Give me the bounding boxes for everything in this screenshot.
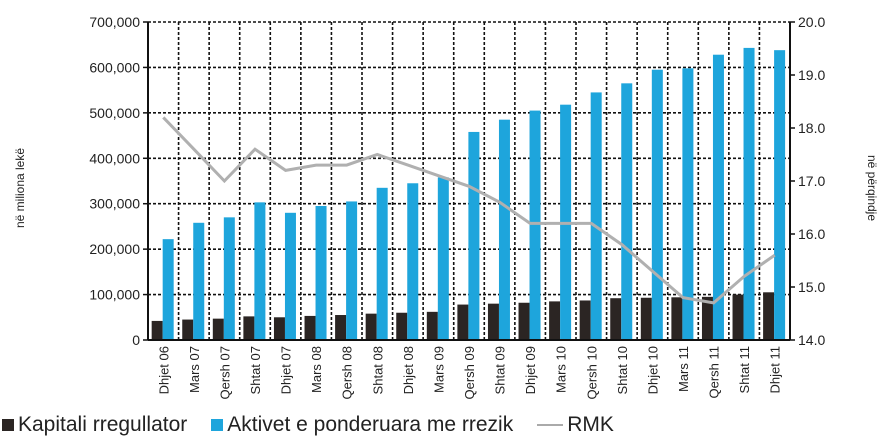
x-tick-label: Qersh 08: [340, 346, 355, 399]
x-tick-label: Mars 10: [554, 346, 569, 393]
y2-tick-label: 16.0: [798, 226, 825, 242]
legend-item-kapitali: Kapitali rregullator: [2, 413, 187, 437]
x-tick-label: Shtat 11: [737, 346, 752, 393]
y-axis-label: në miliona lekë: [13, 148, 27, 228]
bar-kapitali: [426, 311, 438, 340]
bar-kapitali: [610, 298, 622, 340]
bar-aktivet: [498, 119, 510, 341]
legend: Kapitali rregullator Aktivet e ponderuar…: [0, 410, 886, 440]
legend-label-rmk: RMK: [567, 413, 614, 436]
x-tick-label: Qersh 10: [584, 346, 599, 399]
legend-swatch-aktivet: [211, 419, 224, 431]
bar-kapitali: [335, 315, 347, 340]
bar-kapitali: [549, 301, 561, 340]
bar-kapitali: [151, 320, 163, 340]
chart-svg: në miliona lekë në përqindje 0 100,000 200…: [13, 14, 879, 399]
bar-kapitali: [640, 297, 652, 340]
bar-aktivet: [162, 239, 174, 340]
y-tick-label: 200,000: [89, 241, 140, 257]
bar-aktivet: [315, 205, 327, 340]
bar-aktivet: [590, 92, 602, 341]
bar-aktivet: [651, 69, 663, 340]
x-tick-label: Shtat 09: [493, 346, 508, 394]
bar-kapitali: [701, 296, 713, 340]
x-tick-label: Dhjet 08: [401, 346, 416, 394]
bar-aktivet: [529, 110, 541, 340]
bar-kapitali: [671, 297, 683, 340]
y-tick-label: 100,000: [89, 287, 140, 303]
bar-aktivet: [621, 83, 633, 340]
bar-kapitali: [763, 292, 775, 340]
x-tick-label: Dhjet 10: [645, 346, 660, 394]
bar-aktivet: [774, 50, 786, 341]
y-tick-label: 600,000: [89, 59, 140, 75]
bar-kapitali: [212, 318, 224, 340]
bar-aktivet: [254, 202, 266, 340]
x-tick-label: Mars 07: [187, 346, 202, 393]
y-tick-label: 300,000: [89, 196, 140, 212]
line-rmk: [162, 116, 776, 305]
bar-aktivet: [743, 47, 755, 340]
x-tick-label: Shtat 07: [248, 346, 263, 394]
bar-aktivet: [193, 222, 205, 340]
bar-aktivet: [407, 183, 419, 340]
bar-aktivet: [712, 54, 724, 341]
bar-kapitali: [273, 317, 285, 340]
legend-item-aktivet: Aktivet e ponderuara me rrezik: [211, 413, 513, 437]
y-tick-label: 0: [132, 332, 140, 348]
x-tick-label: Qersh 07: [217, 346, 232, 399]
bar-aktivet: [468, 131, 480, 340]
y-tick-label: 700,000: [89, 14, 140, 30]
y2-tick-label: 14.0: [798, 332, 825, 348]
legend-swatch-kapitali: [2, 419, 14, 431]
bar-kapitali: [732, 294, 744, 340]
legend-item-rmk: RMK: [537, 413, 614, 437]
bar-kapitali: [365, 313, 377, 340]
x-tick-label: Dhjet 09: [523, 346, 538, 394]
bar-kapitali: [457, 304, 469, 340]
x-tick-label: Mars 08: [309, 346, 324, 393]
legend-label-kapitali: Kapitali rregullator: [18, 413, 188, 436]
bar-aktivet: [376, 187, 388, 340]
legend-line-rmk: [537, 424, 564, 426]
x-tick-label: Dhjet 11: [768, 346, 783, 393]
bar-kapitali: [579, 300, 591, 340]
y-tick-label: 500,000: [89, 105, 140, 121]
bar-aktivet: [346, 201, 358, 340]
bar-kapitali: [518, 302, 530, 340]
x-tick-label: Dhjet 06: [156, 346, 171, 394]
x-tick-label: Qersh 09: [462, 346, 477, 399]
bar-kapitali: [487, 303, 499, 340]
bar-aktivet: [223, 217, 235, 340]
x-tick-label: Mars 11: [676, 346, 691, 392]
x-tick-label: Shtat 08: [370, 346, 385, 394]
y2-tick-label: 18.0: [798, 120, 825, 136]
x-tick-label: Dhjet 07: [279, 346, 294, 394]
bar-aktivet: [682, 68, 694, 340]
y2-tick-label: 19.0: [798, 67, 825, 83]
y2-tick-label: 20.0: [798, 14, 825, 30]
bar-aktivet: [284, 212, 296, 340]
y2-tick-label: 15.0: [798, 279, 825, 295]
y-tick-label: 400,000: [89, 150, 140, 166]
bar-kapitali: [304, 315, 316, 340]
bar-kapitali: [243, 316, 255, 340]
bar-kapitali: [182, 319, 194, 340]
legend-label-aktivet: Aktivet e ponderuara me rrezik: [227, 413, 514, 436]
x-tick-label: Mars 09: [431, 346, 446, 393]
y2-axis-label: në përqindje: [865, 155, 879, 221]
y2-tick-label: 17.0: [798, 173, 825, 189]
bar-kapitali: [396, 312, 408, 340]
x-tick-label: Shtat 10: [615, 346, 630, 394]
bar-aktivet: [437, 177, 449, 340]
x-tick-label: Qersh 11: [707, 346, 722, 399]
